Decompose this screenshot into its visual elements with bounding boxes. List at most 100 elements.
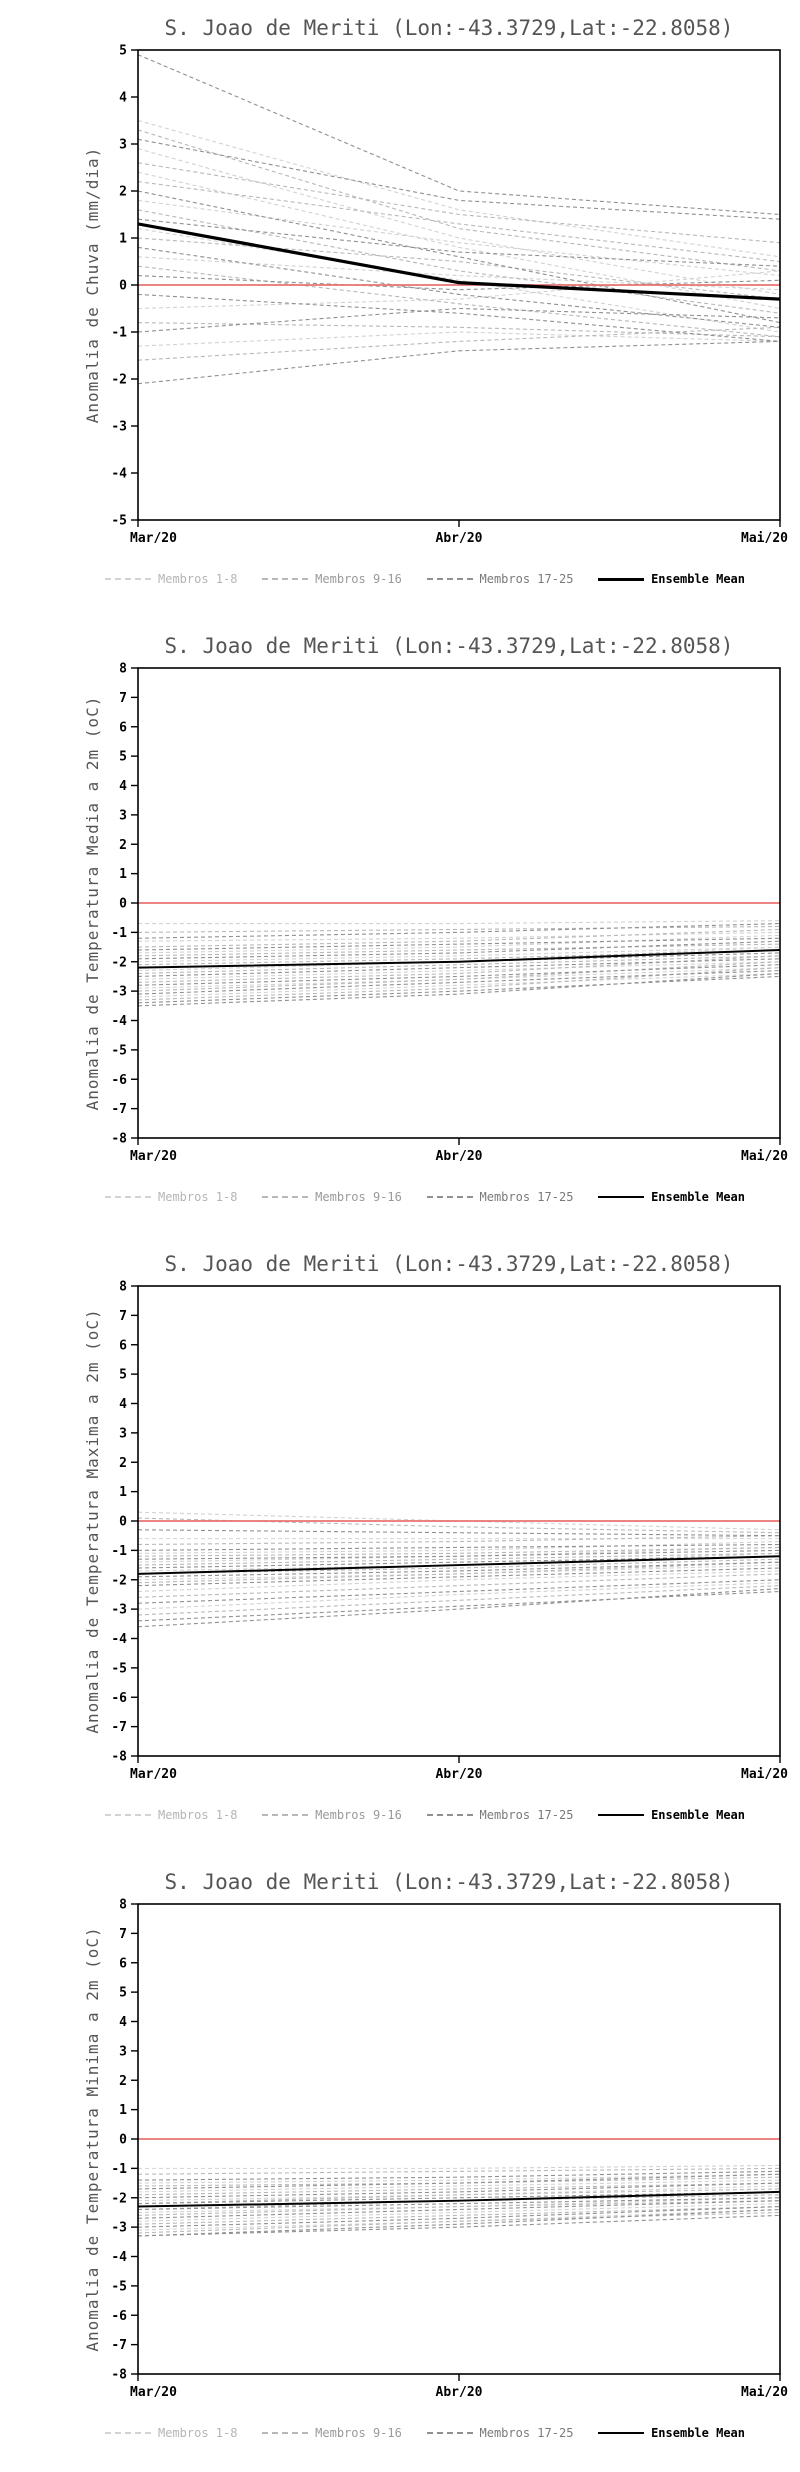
- y-tick-label: 7: [119, 691, 127, 706]
- y-tick-label: 1: [119, 1485, 127, 1500]
- y-tick-label: 8: [119, 662, 127, 677]
- member-line: [138, 2182, 780, 2199]
- legend-label: Membros 9-16: [315, 1190, 402, 1204]
- legend-line-sample: [105, 578, 151, 580]
- member-line: [138, 961, 780, 992]
- y-tick-label: -1: [111, 326, 127, 341]
- legend-label: Membros 17-25: [479, 572, 574, 586]
- member-line: [138, 937, 780, 951]
- x-tick-label: Mar/20: [130, 2385, 177, 2400]
- y-tick-label: 2: [119, 838, 127, 853]
- y-tick-label: -5: [111, 2279, 127, 2294]
- member-line: [138, 1552, 780, 1566]
- y-tick-label: 0: [119, 279, 127, 294]
- y-tick-label: -8: [111, 1750, 127, 1765]
- y-tick-label: 1: [119, 232, 127, 247]
- legend-line-sample: [105, 1814, 151, 1816]
- member-line: [138, 972, 780, 1007]
- member-line: [138, 265, 780, 338]
- member-line: [138, 925, 780, 933]
- y-tick-label: -7: [111, 1102, 127, 1117]
- series-group: [138, 1511, 780, 1628]
- member-line: [138, 2179, 780, 2193]
- legend-line-sample: [426, 1196, 473, 1198]
- x-tick-label: Mai/20: [741, 531, 788, 546]
- member-line: [138, 181, 780, 263]
- chart-title: S. Joao de Meriti (Lon:-43.3729,Lat:-22.…: [164, 16, 734, 40]
- y-axis-title: Anomalia de Temperatura Minima a 2m (oC): [83, 1926, 102, 2351]
- member-line: [138, 1543, 780, 1551]
- legend-label: Membros 9-16: [315, 2426, 402, 2440]
- y-tick-label: 6: [119, 1338, 127, 1353]
- legend-line-sample: [598, 1196, 645, 1198]
- y-tick-label: -4: [111, 1632, 127, 1647]
- y-tick-label: -4: [111, 2250, 127, 2265]
- x-tick-label: Mar/20: [130, 1149, 177, 1164]
- legend-item: Membros 9-16: [262, 1808, 402, 1822]
- member-line: [138, 1588, 780, 1628]
- member-line: [138, 972, 780, 998]
- legend-label: Membros 9-16: [315, 572, 402, 586]
- legend-label: Membros 1-8: [158, 2426, 238, 2440]
- panel-temperatura-minima: S. Joao de Meriti (Lon:-43.3729,Lat:-22.…: [0, 1854, 800, 2472]
- member-line: [138, 138, 780, 220]
- legend-line-sample: [105, 2432, 151, 2434]
- legend-line-sample: [262, 578, 309, 580]
- y-tick-label: -8: [111, 2368, 127, 2383]
- member-line: [138, 2206, 780, 2225]
- legend-item: Membros 17-25: [426, 1190, 573, 1204]
- y-tick-label: 5: [119, 1368, 127, 1383]
- member-line: [138, 331, 780, 347]
- legend-label: Ensemble Mean: [651, 572, 745, 586]
- panel-temperatura-maxima: S. Joao de Meriti (Lon:-43.3729,Lat:-22.…: [0, 1236, 800, 1854]
- y-tick-label: -3: [111, 1603, 127, 1618]
- legend-line-sample: [598, 1814, 645, 1816]
- chart-title: S. Joao de Meriti (Lon:-43.3729,Lat:-22.…: [164, 634, 734, 658]
- member-line: [138, 2206, 780, 2228]
- member-line: [138, 54, 780, 216]
- y-tick-label: 5: [119, 1986, 127, 2001]
- member-line: [138, 270, 780, 310]
- legend-label: Membros 1-8: [158, 1808, 238, 1822]
- legend-label: Ensemble Mean: [651, 2426, 745, 2440]
- y-tick-label: -2: [111, 955, 127, 970]
- member-line: [138, 2167, 780, 2175]
- x-tick-label: Abr/20: [436, 2385, 483, 2400]
- member-line: [138, 2197, 780, 2211]
- legend-label: Membros 9-16: [315, 1808, 402, 1822]
- legend-line-sample: [426, 578, 473, 580]
- x-tick-label: Mai/20: [741, 1149, 788, 1164]
- y-tick-label: 6: [119, 720, 127, 735]
- ensemble-mean-line: [138, 1555, 780, 1575]
- legend-item: Ensemble Mean: [598, 2426, 745, 2440]
- x-tick-label: Mai/20: [741, 2385, 788, 2400]
- member-line: [138, 2211, 780, 2234]
- legend: Membros 1-8 Membros 9-16 Membros 17-25 Ense…: [105, 1808, 745, 1822]
- member-line: [138, 171, 780, 310]
- member-line: [138, 1582, 780, 1610]
- x-tick-label: Mar/20: [130, 1767, 177, 1782]
- ensemble-mean-line: [138, 222, 780, 301]
- legend-item: Membros 1-8: [105, 2426, 237, 2440]
- axis-box: [137, 1285, 781, 1757]
- legend-line-sample: [262, 1814, 309, 1816]
- member-line: [138, 199, 780, 277]
- legend-item: Membros 9-16: [262, 1190, 402, 1204]
- y-axis-title: Anomalia de Temperatura Media a 2m (oC): [83, 696, 102, 1111]
- member-line: [138, 2203, 780, 2222]
- panel-chuva: S. Joao de Meriti (Lon:-43.3729,Lat:-22.…: [0, 0, 800, 618]
- member-line: [138, 970, 780, 995]
- member-line: [138, 2197, 780, 2213]
- member-line: [138, 964, 780, 986]
- y-axis-title: Anomalia de Temperatura Maxima a 2m (oC): [83, 1308, 102, 1733]
- plot-anomalia-temperatura-minima: -8 -7 -6 -5 -4 -3 -2 -1 0 1 2 3 4 5 6 7 8 Mar/20 Abr/20 Mai…: [83, 1898, 788, 2400]
- legend-item: Ensemble Mean: [598, 1808, 745, 1822]
- legend-line-sample: [262, 1196, 309, 1198]
- y-tick-label: 3: [119, 808, 127, 823]
- y-tick-label: 7: [119, 1309, 127, 1324]
- axis-box: [137, 667, 781, 1139]
- y-axis-title: Anomalia de Chuva (mm/dia): [83, 147, 102, 423]
- y-tick-label: 4: [119, 2015, 127, 2030]
- member-line: [138, 2176, 780, 2187]
- legend: Membros 1-8 Membros 9-16 Membros 17-25 Ense…: [105, 2426, 745, 2440]
